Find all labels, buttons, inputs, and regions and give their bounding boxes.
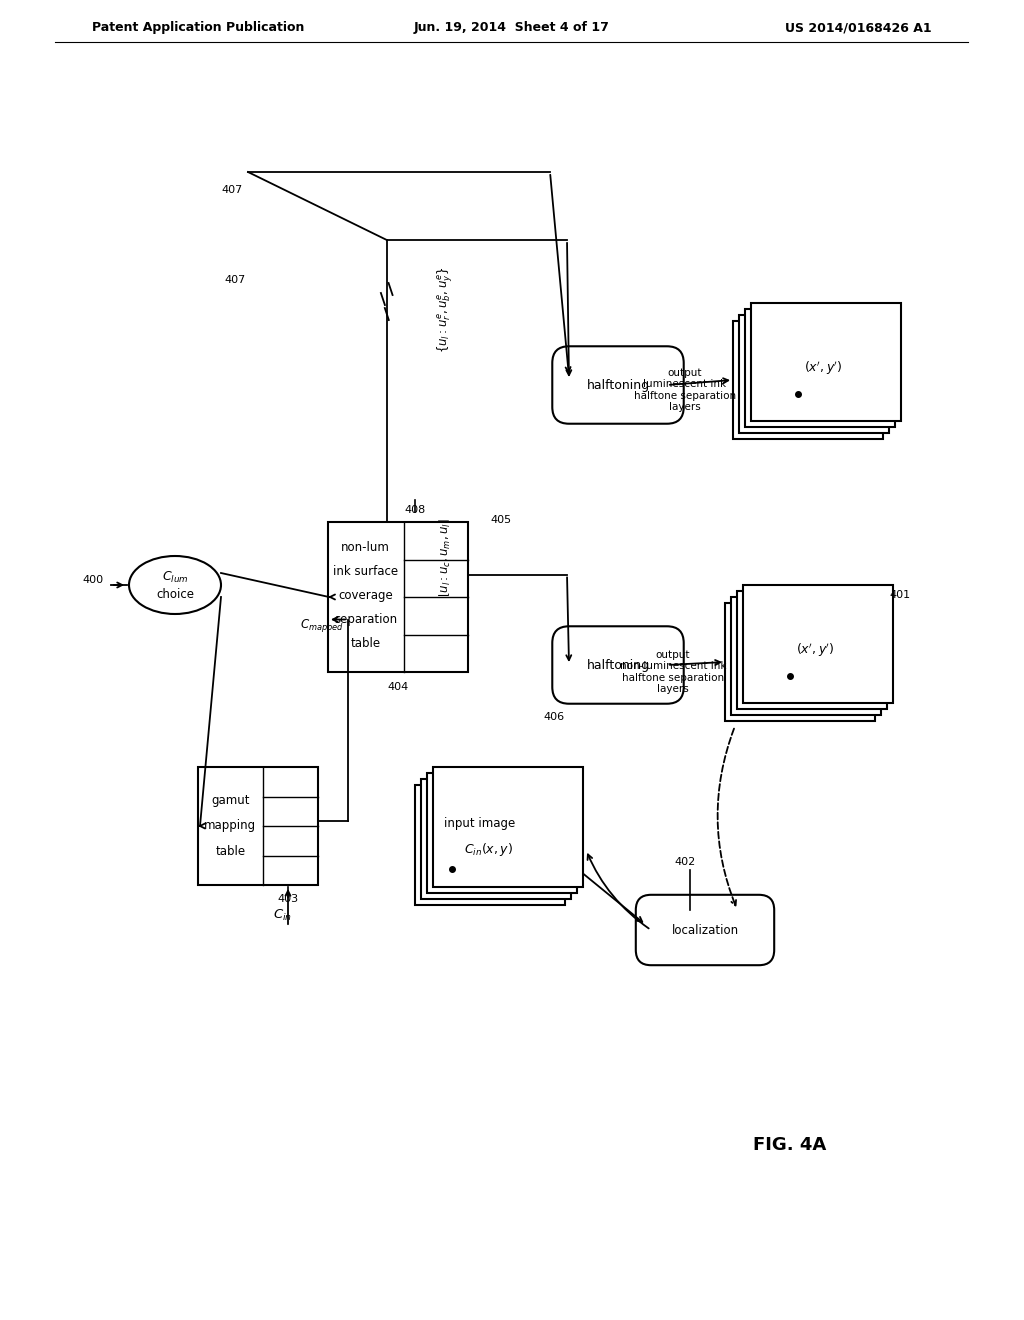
Text: $C_{mapped}$: $C_{mapped}$ (300, 616, 344, 634)
Ellipse shape (129, 556, 221, 614)
Text: FIG. 4A: FIG. 4A (754, 1137, 826, 1154)
Text: 406: 406 (544, 711, 564, 722)
Bar (745, 309, 895, 426)
Text: 408: 408 (404, 506, 426, 515)
Text: output
luminescent ink
halftone separation
layers: output luminescent ink halftone separati… (634, 367, 736, 412)
Bar (751, 304, 901, 421)
Bar (421, 779, 571, 899)
Bar (725, 603, 874, 721)
Bar (731, 597, 881, 715)
Text: $C_{lum}$: $C_{lum}$ (162, 569, 188, 585)
Text: non-lum: non-lum (341, 541, 390, 554)
Bar (328, 521, 468, 672)
Text: 405: 405 (490, 515, 511, 525)
Text: 401: 401 (889, 590, 910, 601)
Text: US 2014/0168426 A1: US 2014/0168426 A1 (785, 21, 932, 34)
FancyBboxPatch shape (636, 895, 774, 965)
Text: input image: input image (444, 817, 516, 829)
Text: 400: 400 (83, 576, 104, 585)
Text: $\{u_l: u_r^e, u_b^e, u_y^e\}$: $\{u_l: u_r^e, u_b^e, u_y^e\}$ (435, 267, 455, 354)
Text: 404: 404 (387, 682, 409, 692)
Bar (739, 315, 889, 433)
Text: $(x',y')$: $(x',y')$ (804, 359, 843, 376)
Text: coverage: coverage (338, 589, 393, 602)
Text: 402: 402 (675, 857, 695, 867)
Bar (743, 585, 893, 704)
Text: $C_{in}$: $C_{in}$ (273, 907, 292, 923)
Text: localization: localization (672, 924, 738, 936)
Text: $C_{in}(x,y)$: $C_{in}(x,y)$ (464, 842, 512, 858)
Bar (733, 321, 883, 440)
Text: 407: 407 (222, 185, 243, 195)
Text: table: table (215, 845, 246, 858)
Bar (433, 767, 583, 887)
Text: ink surface: ink surface (333, 565, 398, 578)
Text: 403: 403 (278, 894, 299, 904)
Text: choice: choice (156, 587, 194, 601)
Text: 407: 407 (224, 275, 246, 285)
Text: mapping: mapping (205, 820, 256, 833)
Bar (415, 785, 565, 906)
Text: Patent Application Publication: Patent Application Publication (92, 21, 304, 34)
Text: separation: separation (334, 612, 397, 626)
Text: Jun. 19, 2014  Sheet 4 of 17: Jun. 19, 2014 Sheet 4 of 17 (414, 21, 610, 34)
Bar (198, 767, 318, 884)
Bar (737, 591, 887, 709)
Text: $(x',y')$: $(x',y')$ (796, 642, 835, 659)
Text: gamut: gamut (211, 793, 250, 807)
Text: output
non-luminescent ink
halftone separation
layers: output non-luminescent ink halftone sepa… (620, 649, 726, 694)
Text: halftoning: halftoning (587, 659, 649, 672)
Text: halftoning: halftoning (587, 379, 649, 392)
FancyBboxPatch shape (552, 346, 684, 424)
Text: table: table (351, 638, 381, 649)
Bar (427, 774, 577, 894)
Text: $\lfloor u_l: u_c, u_m, u_l \rfloor$: $\lfloor u_l: u_c, u_m, u_l \rfloor$ (437, 517, 453, 597)
FancyBboxPatch shape (552, 626, 684, 704)
